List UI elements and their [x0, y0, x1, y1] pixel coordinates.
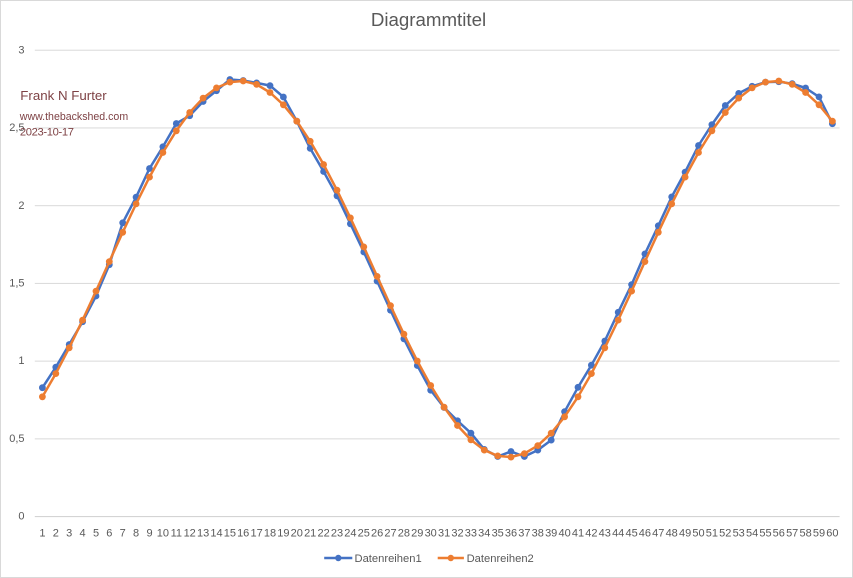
svg-text:3: 3 — [18, 44, 24, 56]
svg-text:20: 20 — [291, 528, 303, 540]
svg-text:11: 11 — [171, 528, 182, 540]
svg-text:54: 54 — [746, 528, 758, 540]
svg-text:55: 55 — [759, 528, 771, 540]
svg-text:30: 30 — [425, 528, 437, 540]
svg-text:57: 57 — [786, 528, 798, 540]
svg-text:18: 18 — [264, 528, 276, 540]
svg-text:Datenreihen2: Datenreihen2 — [467, 553, 534, 565]
svg-text:53: 53 — [733, 528, 745, 540]
svg-text:52: 52 — [719, 528, 731, 540]
svg-text:58: 58 — [799, 528, 811, 540]
svg-text:45: 45 — [625, 528, 637, 540]
svg-text:60: 60 — [826, 528, 838, 540]
svg-text:Datenreihen1: Datenreihen1 — [355, 553, 422, 565]
svg-text:32: 32 — [451, 528, 463, 540]
svg-text:42: 42 — [585, 528, 597, 540]
svg-text:35: 35 — [492, 528, 504, 540]
svg-text:9: 9 — [146, 528, 152, 540]
svg-text:36: 36 — [505, 528, 517, 540]
svg-text:59: 59 — [813, 528, 825, 540]
svg-text:44: 44 — [612, 528, 624, 540]
svg-text:46: 46 — [639, 528, 651, 540]
svg-text:16: 16 — [237, 528, 249, 540]
svg-text:17: 17 — [250, 528, 262, 540]
svg-text:2: 2 — [53, 528, 59, 540]
svg-text:2,5: 2,5 — [9, 122, 24, 134]
svg-text:33: 33 — [465, 528, 477, 540]
svg-text:1: 1 — [39, 528, 45, 540]
svg-text:50: 50 — [692, 528, 704, 540]
svg-text:56: 56 — [773, 528, 785, 540]
svg-text:12: 12 — [184, 528, 196, 540]
svg-text:40: 40 — [558, 528, 570, 540]
svg-text:Diagrammtitel: Diagrammtitel — [371, 9, 486, 30]
svg-text:2: 2 — [18, 200, 24, 212]
svg-text:22: 22 — [317, 528, 329, 540]
svg-text:13: 13 — [197, 528, 209, 540]
svg-text:25: 25 — [358, 528, 370, 540]
svg-text:38: 38 — [532, 528, 544, 540]
svg-text:15: 15 — [224, 528, 236, 540]
svg-text:4: 4 — [80, 528, 86, 540]
svg-text:8: 8 — [133, 528, 139, 540]
svg-text:39: 39 — [545, 528, 557, 540]
svg-text:3: 3 — [66, 528, 72, 540]
svg-text:www.thebackshed.com: www.thebackshed.com — [19, 111, 129, 123]
svg-text:21: 21 — [304, 528, 316, 540]
svg-text:27: 27 — [384, 528, 396, 540]
svg-text:31: 31 — [438, 528, 450, 540]
svg-text:24: 24 — [344, 528, 356, 540]
svg-text:49: 49 — [679, 528, 691, 540]
svg-text:2023-10-17: 2023-10-17 — [20, 126, 74, 138]
svg-text:Frank N Furter: Frank N Furter — [20, 88, 107, 103]
svg-text:28: 28 — [398, 528, 410, 540]
svg-text:14: 14 — [210, 528, 222, 540]
svg-text:29: 29 — [411, 528, 423, 540]
svg-text:1: 1 — [18, 355, 24, 367]
svg-text:23: 23 — [331, 528, 343, 540]
svg-text:43: 43 — [599, 528, 611, 540]
svg-text:10: 10 — [157, 528, 169, 540]
svg-text:7: 7 — [120, 528, 126, 540]
svg-text:51: 51 — [706, 528, 718, 540]
svg-text:26: 26 — [371, 528, 383, 540]
svg-text:41: 41 — [572, 528, 584, 540]
svg-text:48: 48 — [666, 528, 678, 540]
svg-text:0,5: 0,5 — [9, 433, 24, 445]
svg-text:5: 5 — [93, 528, 99, 540]
svg-text:34: 34 — [478, 528, 490, 540]
svg-text:19: 19 — [277, 528, 289, 540]
svg-text:6: 6 — [106, 528, 112, 540]
svg-text:47: 47 — [652, 528, 664, 540]
svg-text:37: 37 — [518, 528, 530, 540]
svg-text:0: 0 — [18, 511, 24, 523]
svg-text:1,5: 1,5 — [9, 278, 24, 290]
